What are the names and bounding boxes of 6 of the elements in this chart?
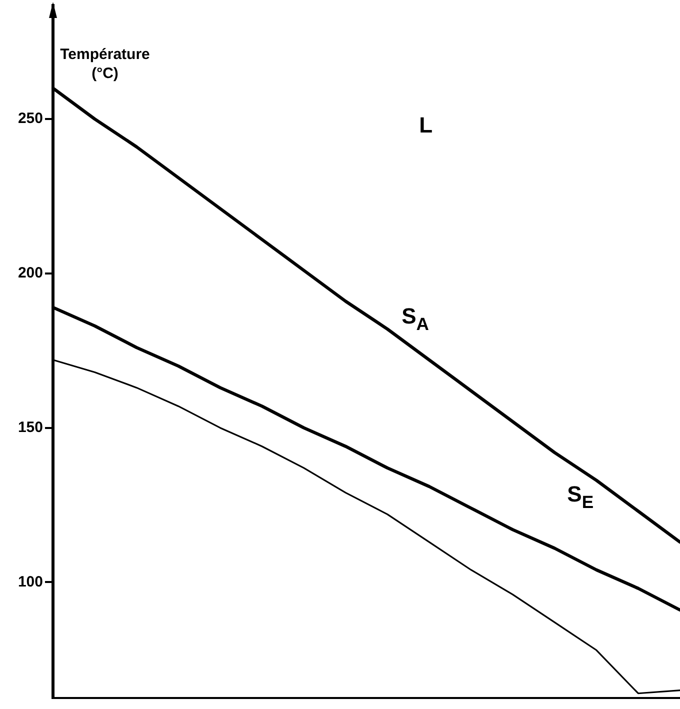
y-axis-title: Température (°C)	[60, 46, 150, 82]
y-tick-label: 250	[18, 110, 43, 128]
y-tick-label: 200	[18, 264, 43, 282]
y-tick-label: 150	[18, 418, 43, 436]
annotation: L	[419, 112, 433, 138]
y-tick-label: 100	[18, 573, 43, 590]
